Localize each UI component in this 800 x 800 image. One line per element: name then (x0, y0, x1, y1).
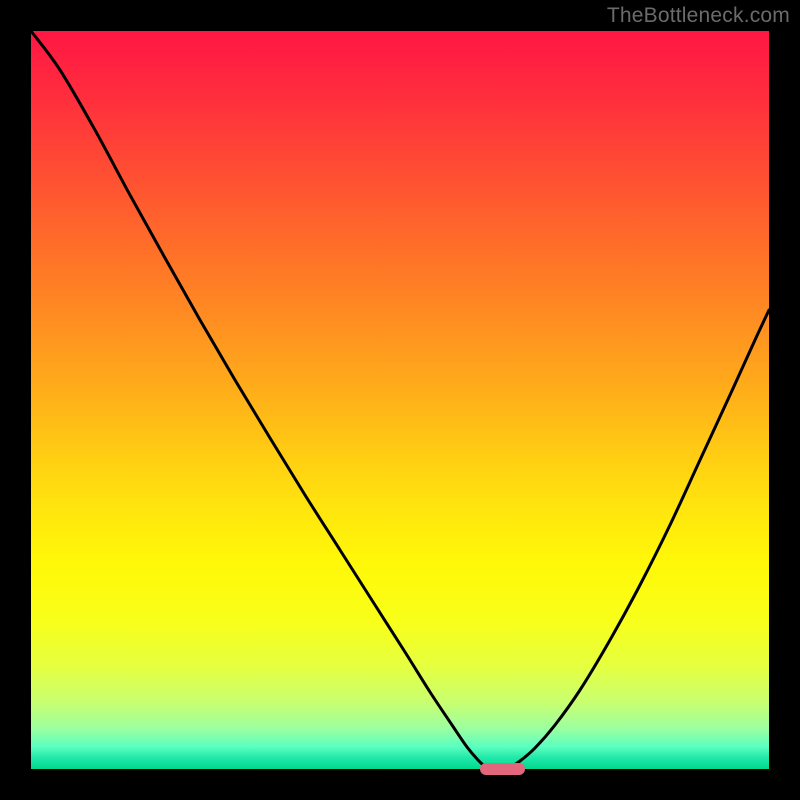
watermark-text: TheBottleneck.com (607, 4, 790, 28)
optimal-marker (480, 763, 525, 775)
chart-container: TheBottleneck.com (0, 0, 800, 800)
plot-background (31, 31, 769, 769)
bottleneck-chart (0, 0, 800, 800)
